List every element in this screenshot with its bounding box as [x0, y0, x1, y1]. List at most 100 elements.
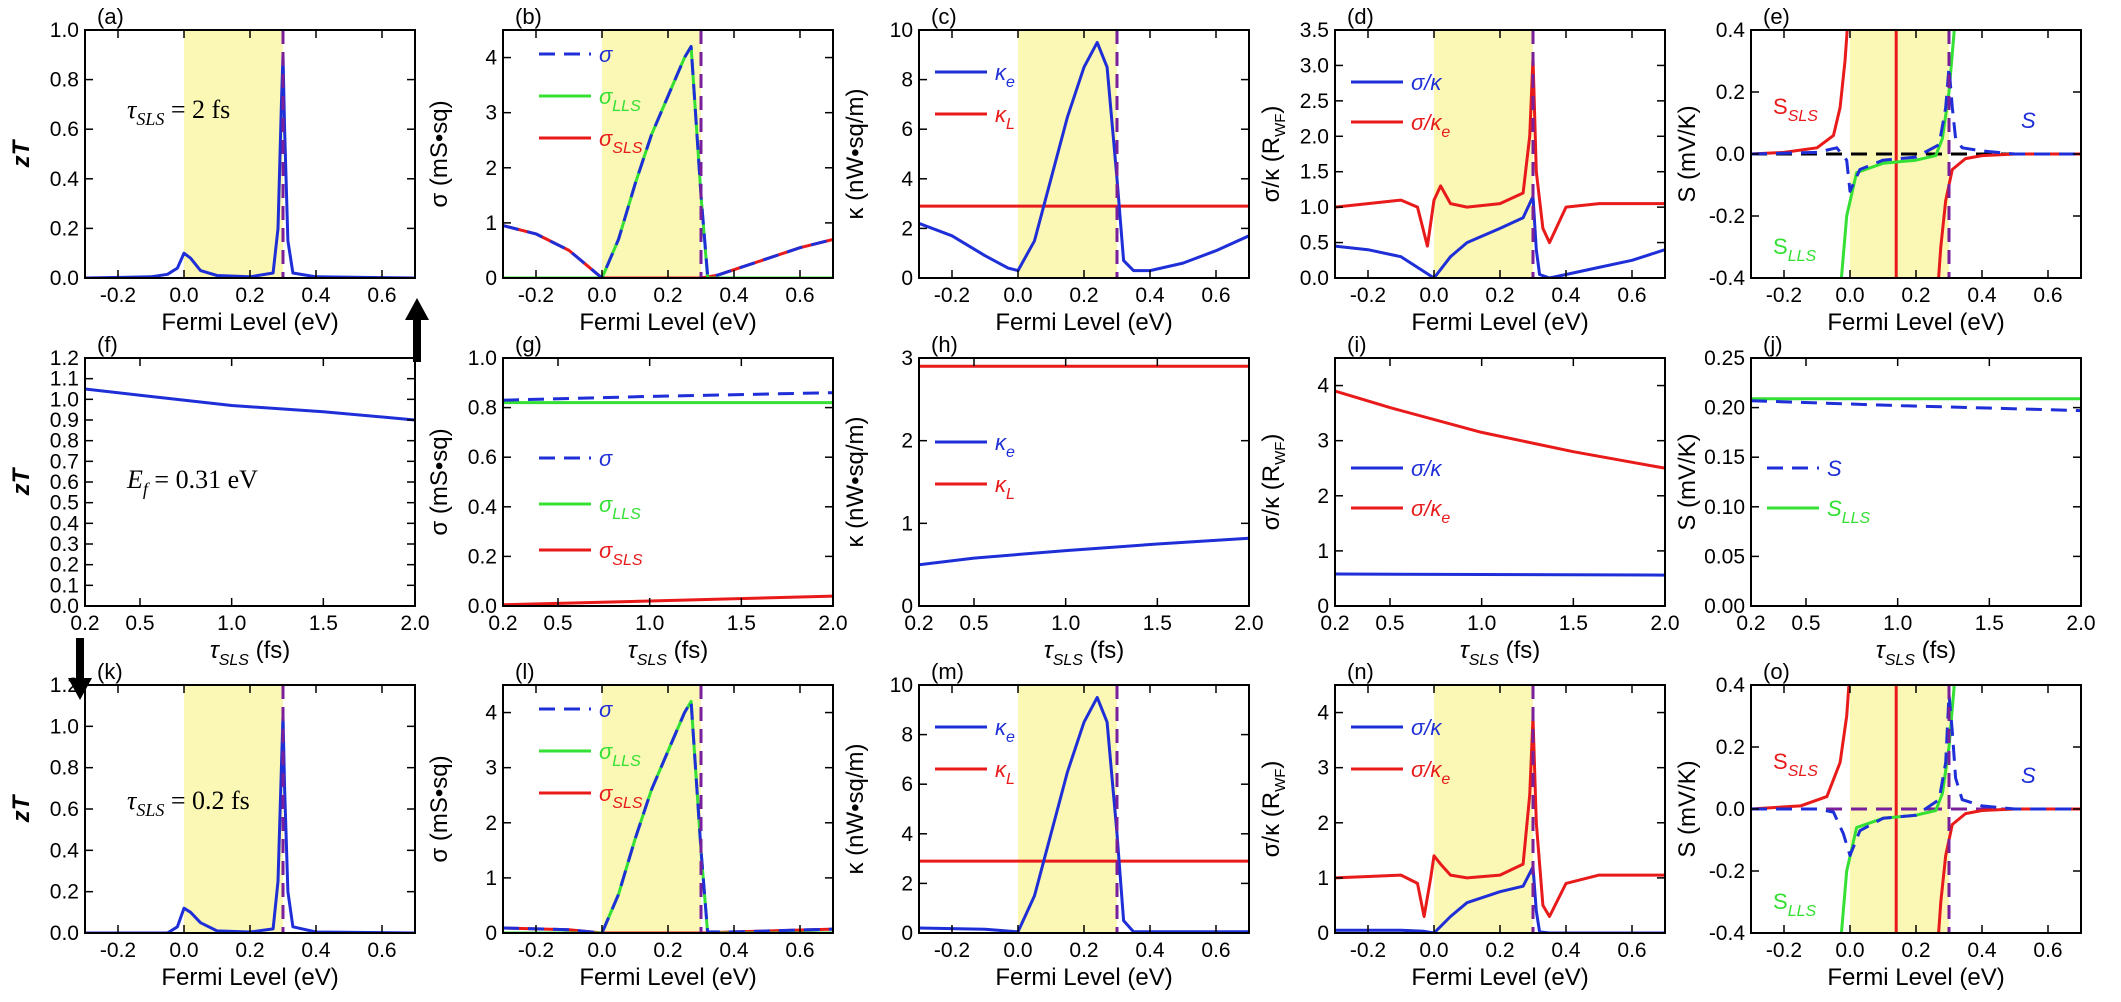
y-tick-label: 0	[1317, 922, 1329, 945]
x-tick-label: 1.5	[727, 612, 756, 635]
y-tick-label: 3.0	[1300, 54, 1329, 77]
x-tick-label: 0.2	[235, 284, 264, 307]
x-tick-label: 0.2	[1069, 939, 1098, 962]
y-tick-label: 1.1	[50, 368, 79, 391]
x-tick-label: -0.2	[518, 939, 554, 962]
annotation: τSLS = 0.2 fs	[127, 786, 250, 820]
x-tick-label: 1.0	[1883, 612, 1912, 635]
legend-label: SLLS	[1827, 496, 1870, 527]
y-tick-label: 0.8	[468, 397, 497, 420]
series-zt	[85, 714, 415, 933]
y-tick-label: 0.5	[1300, 232, 1329, 255]
x-tick-label: 0.0	[1419, 939, 1448, 962]
x-tick-label: 0.4	[1551, 284, 1581, 307]
x-tick-label: 0.6	[2033, 284, 2062, 307]
y-tick-label: 0.15	[1704, 446, 1745, 469]
y-tick-label: 2.0	[1300, 125, 1329, 148]
y-tick-label: 1.5	[1300, 161, 1329, 184]
panel-g: 0.2 0.5 1.0 1.5 2.00.00.20.40.60.81.0(g)τSLS…	[426, 332, 848, 669]
x-tick-label: 0.4	[1967, 284, 1997, 307]
x-axis-label: Fermi Level (eV)	[161, 964, 338, 991]
x-axis-label: τSLS (fs)	[1044, 637, 1125, 669]
x-tick-label: -0.2	[1766, 284, 1802, 307]
plot-frame	[918, 357, 1250, 607]
y-tick-label: 0.2	[468, 545, 497, 568]
x-tick-label: 0.6	[785, 284, 814, 307]
shaded-region	[1434, 685, 1533, 933]
x-tick-label: 1.0	[1467, 612, 1496, 635]
x-axis-label: Fermi Level (eV)	[1411, 309, 1588, 336]
y-tick-label: 0.0	[50, 922, 79, 945]
plot-frame	[1750, 357, 2082, 607]
x-tick-label: 0.0	[1003, 284, 1032, 307]
y-tick-label: 0.9	[50, 409, 79, 432]
x-tick-label: 0.0	[169, 284, 198, 307]
series-	[1335, 572, 1665, 577]
x-tick-label: 0.5	[543, 612, 572, 635]
shaded-region	[184, 30, 283, 278]
y-tick-label: 3	[485, 102, 497, 125]
panel-label: (h)	[931, 332, 958, 357]
panel-l: -0.2 0.0 0.2 0.4 0.6 0 1 2 3 4 (l) Fermi Level (eV)…	[426, 659, 834, 991]
y-tick-label: 1.0	[50, 19, 79, 42]
x-tick-label: 2.0	[1650, 612, 1679, 635]
series-ssls-right	[1937, 807, 2081, 933]
x-tick-label: 1.0	[1051, 612, 1080, 635]
x-tick-label: 2.0	[1234, 612, 1263, 635]
x-axis-label: τSLS (fs)	[1460, 637, 1541, 669]
panel-d: -0.2 0.0 0.2 0.4 0.6 0.0 0.5 1.0 1.5 2.0 2.5 3.0 3.5…	[1258, 4, 1666, 336]
x-tick-label: -0.2	[518, 284, 554, 307]
y-tick-label: 1	[485, 212, 497, 235]
x-axis-label: Fermi Level (eV)	[579, 309, 756, 336]
curve-label: S	[2021, 108, 2036, 133]
x-tick-label: 0.4	[719, 939, 749, 962]
y-tick-label: 2	[485, 157, 497, 180]
y-tick-label: 0.8	[50, 430, 79, 453]
legend-label: σSLS	[599, 126, 643, 157]
x-tick-label: 0.5	[959, 612, 988, 635]
y-tick-label: 0	[901, 922, 913, 945]
y-tick-label: 1.0	[50, 388, 79, 411]
x-tick-label: 2.0	[2066, 612, 2095, 635]
x-axis-label: Fermi Level (eV)	[161, 309, 338, 336]
y-tick-label: 0.4	[50, 839, 80, 862]
x-tick-label: 0.5	[1791, 612, 1820, 635]
y-tick-label: 3	[901, 347, 913, 370]
legend-label: σSLS	[599, 538, 643, 569]
series-ssls-left	[1751, 685, 1851, 811]
y-tick-label: 2	[901, 430, 913, 453]
legend-label: σ	[599, 446, 613, 471]
y-tick-label: 10	[890, 674, 913, 697]
y-tick-label: 0.2	[50, 881, 79, 904]
y-tick-label: 0.00	[1704, 595, 1745, 618]
x-tick-label: 1.0	[217, 612, 246, 635]
x-tick-label: 0.0	[587, 284, 616, 307]
x-tick-label: 0.4	[301, 284, 331, 307]
legend-label: κe	[995, 60, 1015, 91]
y-tick-label: 2	[901, 217, 913, 240]
panel-label: (l)	[515, 659, 535, 684]
x-tick-label: -0.2	[934, 939, 970, 962]
x-tick-label: 0.6	[1201, 939, 1230, 962]
y-axis-label: σ (mS•sq)	[426, 100, 453, 207]
y-tick-label: 0.6	[50, 471, 79, 494]
legend-label: κL	[995, 472, 1015, 503]
y-tick-label: 2.5	[1300, 90, 1329, 113]
x-tick-label: 1.0	[635, 612, 664, 635]
y-axis-label: κ (nW•sq/m)	[842, 88, 869, 219]
panel-c: -0.2 0.0 0.2 0.4 0.6 0 2 4 6 8 10 (c) Fermi Level (e…	[842, 4, 1250, 336]
x-tick-label: 0.4	[1135, 939, 1165, 962]
y-tick-label: 2	[1317, 812, 1329, 835]
y-tick-label: 10	[890, 19, 913, 42]
y-tick-label: 0.7	[50, 450, 79, 473]
x-tick-label: 0.0	[1835, 939, 1864, 962]
panel-i: 0.2 0.5 1.0 1.5 2.0 0 1 2 3 4 (i) τSLS (fs) σ/κ (RWF…	[1258, 332, 1680, 669]
x-tick-label: 0.6	[2033, 939, 2062, 962]
series-	[503, 391, 833, 402]
x-tick-label: 0.2	[1736, 612, 1765, 635]
y-tick-label: 4	[1317, 702, 1329, 725]
panel-label: (m)	[931, 659, 964, 684]
x-tick-label: 0.4	[1551, 939, 1581, 962]
legend-label: σ	[599, 42, 613, 67]
series-	[1335, 865, 1665, 933]
